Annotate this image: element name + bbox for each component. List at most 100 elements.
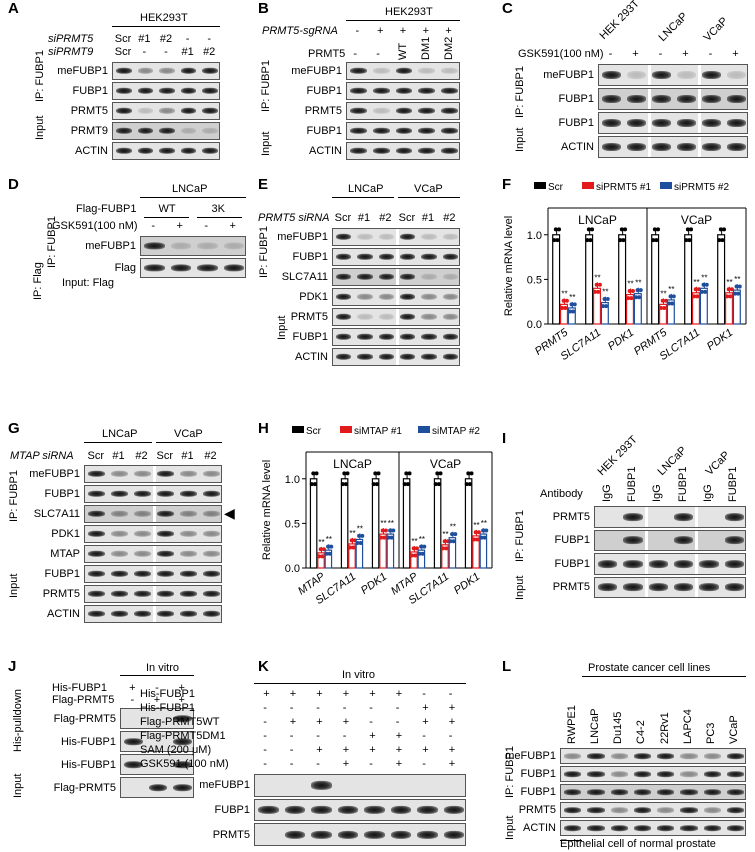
group-label: LNCaP: [333, 457, 372, 471]
data-point: [725, 294, 730, 299]
data-point: [376, 471, 381, 476]
data-point: [633, 295, 638, 300]
blot-label: MTAP: [50, 548, 80, 560]
band: [311, 805, 332, 815]
band: [652, 143, 671, 151]
blot-label: FUBP1: [306, 85, 342, 97]
data-point: [386, 535, 391, 540]
blot-label: ACTIN: [523, 822, 556, 834]
blot-label: FUBP1: [554, 557, 590, 570]
blot-strip: [112, 142, 220, 160]
row-label: siPRMT5: [48, 33, 94, 45]
lane-value: +: [448, 744, 456, 756]
lane-value: -: [185, 33, 190, 45]
band: [336, 273, 352, 281]
data-point: [444, 546, 449, 551]
data-point: [600, 304, 605, 309]
lane-value: -: [342, 702, 347, 714]
y-tick-label: 0.0: [285, 563, 300, 575]
blot-label: FUBP1: [558, 93, 594, 105]
lane-value: +: [289, 716, 297, 728]
data-point: [469, 471, 474, 476]
data-point: [391, 528, 396, 533]
data-point: [627, 288, 632, 293]
band: [157, 550, 174, 558]
band: [564, 789, 582, 795]
band: [357, 333, 373, 341]
band: [441, 107, 458, 115]
x-tick-label: PDK1: [705, 327, 735, 353]
band: [111, 610, 128, 618]
data-point: [605, 297, 610, 302]
band: [203, 570, 220, 578]
data-point: [687, 238, 692, 243]
band: [674, 512, 694, 521]
band: [421, 233, 437, 241]
band: [702, 143, 721, 151]
legend-swatch: [418, 426, 430, 433]
blot-strip: [598, 112, 748, 134]
row-label: Flag-PRMT5DM1: [140, 730, 226, 742]
band: [677, 95, 696, 103]
band: [337, 805, 358, 815]
blot-label: His-FUBP1: [60, 758, 116, 771]
lane-value: +: [448, 758, 456, 770]
band: [111, 490, 128, 498]
lane-value: +: [395, 758, 403, 770]
band: [157, 530, 174, 538]
band: [633, 789, 651, 795]
band: [726, 789, 744, 795]
band: [400, 313, 416, 321]
data-point: [479, 535, 484, 540]
lane-value: -: [207, 33, 212, 45]
band: [674, 559, 694, 568]
lane-value: DM1: [419, 36, 432, 60]
significance-marker: **: [594, 273, 600, 282]
group-label: LNCaP: [578, 213, 617, 227]
cell-line-label: PC3: [705, 722, 718, 744]
band: [441, 147, 458, 155]
cell-line-label: LNCaP: [172, 183, 208, 195]
lane-value: #1: [357, 212, 371, 224]
band: [116, 107, 132, 115]
group-label-input-flag: Input: Flag: [62, 277, 114, 289]
band: [587, 807, 605, 813]
band: [202, 67, 218, 75]
legend-swatch: [534, 182, 546, 189]
data-point: [419, 544, 424, 549]
group-label: VCaP: [681, 213, 712, 227]
header-divider: [140, 197, 246, 198]
band: [180, 570, 197, 578]
blot-strip: [254, 798, 466, 822]
blot-strip: [560, 766, 746, 782]
data-point: [314, 471, 319, 476]
data-point: [342, 471, 347, 476]
band: [180, 590, 197, 598]
group-label-ip: IP: FUBP1: [34, 50, 46, 102]
data-point: [695, 294, 700, 299]
blot-strip: [346, 102, 460, 120]
significance-marker: **: [701, 273, 707, 282]
blot-strip: [598, 64, 748, 86]
band: [610, 753, 628, 759]
lane-value: +: [399, 25, 407, 37]
group-label: VCaP: [430, 457, 461, 471]
band: [203, 590, 220, 598]
data-point: [380, 528, 385, 533]
lane-value: -: [263, 702, 267, 714]
group-label-input: Input: [514, 575, 526, 600]
band: [357, 273, 373, 281]
band: [702, 95, 721, 103]
band: [124, 760, 143, 769]
lane-value: #2: [443, 212, 456, 224]
significance-marker: **: [326, 535, 332, 544]
band: [202, 147, 218, 155]
lane-value: +: [395, 744, 403, 756]
band: [180, 87, 197, 95]
band: [111, 510, 128, 518]
lane-value: #1: [421, 212, 435, 224]
band: [88, 610, 105, 618]
data-point: [635, 288, 640, 293]
data-point: [448, 539, 453, 544]
data-point: [671, 294, 676, 299]
